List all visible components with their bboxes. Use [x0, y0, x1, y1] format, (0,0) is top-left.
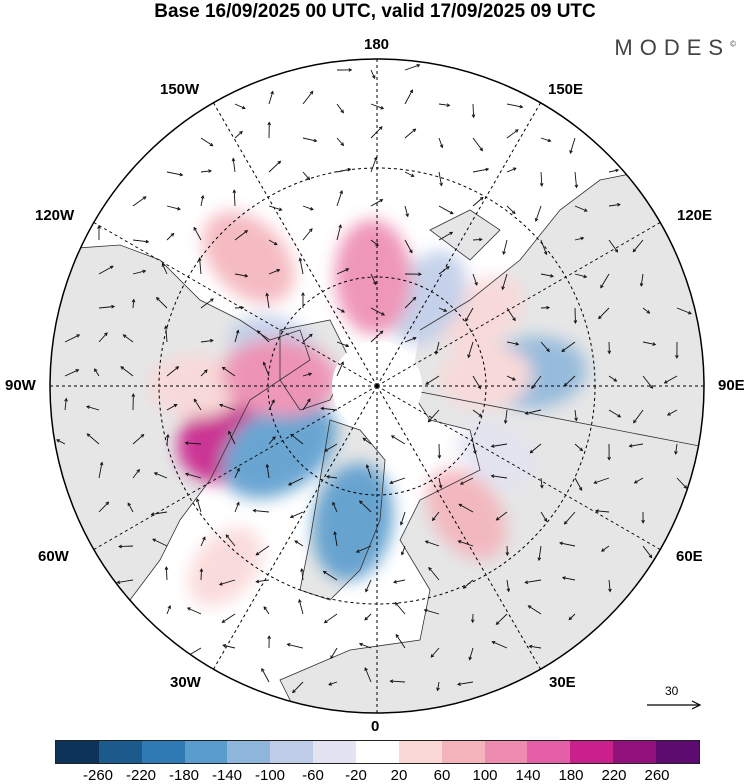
colorbar-tick-label: 220	[601, 767, 626, 784]
colorbar-ticks: -260 -220 -180 -140 -100 -60 -20 20 60 100 140 180 2…	[0, 767, 750, 783]
lon-label-90e: 90E	[718, 378, 745, 394]
lon-label-120w: 120W	[35, 208, 74, 224]
colorbar-tick-label: -140	[212, 767, 242, 784]
lon-label-60w: 60W	[38, 549, 69, 565]
lon-label-90w: 90W	[5, 378, 36, 394]
colorbar-swatch	[142, 741, 185, 763]
colorbar-swatch	[656, 741, 699, 763]
colorbar-swatch	[442, 741, 485, 763]
colorbar-tick-label: 180	[558, 767, 583, 784]
colorbar-swatch	[613, 741, 656, 763]
colorbar-swatch	[399, 741, 442, 763]
colorbar-tick-label: 20	[391, 767, 408, 784]
colorbar-tick-label: -260	[83, 767, 113, 784]
lon-label-150e: 150E	[548, 82, 583, 98]
colorbar-swatch	[356, 741, 399, 763]
colorbar-tick-label: -220	[126, 767, 156, 784]
colorbar-swatch	[570, 741, 613, 763]
colorbar-swatch	[270, 741, 313, 763]
colorbar-tick-label: 260	[644, 767, 669, 784]
colorbar-swatch	[227, 741, 270, 763]
reference-vector-arrow	[645, 683, 705, 713]
colorbar-tick-label: -20	[345, 767, 367, 784]
colorbar-tick-label: -60	[302, 767, 324, 784]
lon-label-60e: 60E	[676, 549, 703, 565]
colorbar-tick-label: 60	[434, 767, 451, 784]
colorbar-tick-label: 140	[515, 767, 540, 784]
colorbar-tick-label: 100	[472, 767, 497, 784]
lon-label-180: 180	[364, 37, 389, 53]
colorbar-swatch	[527, 741, 570, 763]
lon-label-0: 0	[371, 719, 379, 735]
colorbar-tick-label: -100	[255, 767, 285, 784]
colorbar-swatch	[56, 741, 99, 763]
lon-label-120e: 120E	[677, 208, 712, 224]
colorbar-swatch	[485, 741, 528, 763]
colorbar-swatch	[99, 741, 142, 763]
colorbar-tick-label: -180	[169, 767, 199, 784]
colorbar-swatch	[313, 741, 356, 763]
colorbar-swatch	[185, 741, 228, 763]
lon-label-30w: 30W	[170, 675, 201, 691]
colorbar	[55, 740, 700, 764]
lon-label-150w: 150W	[160, 82, 199, 98]
lon-label-30e: 30E	[549, 675, 576, 691]
